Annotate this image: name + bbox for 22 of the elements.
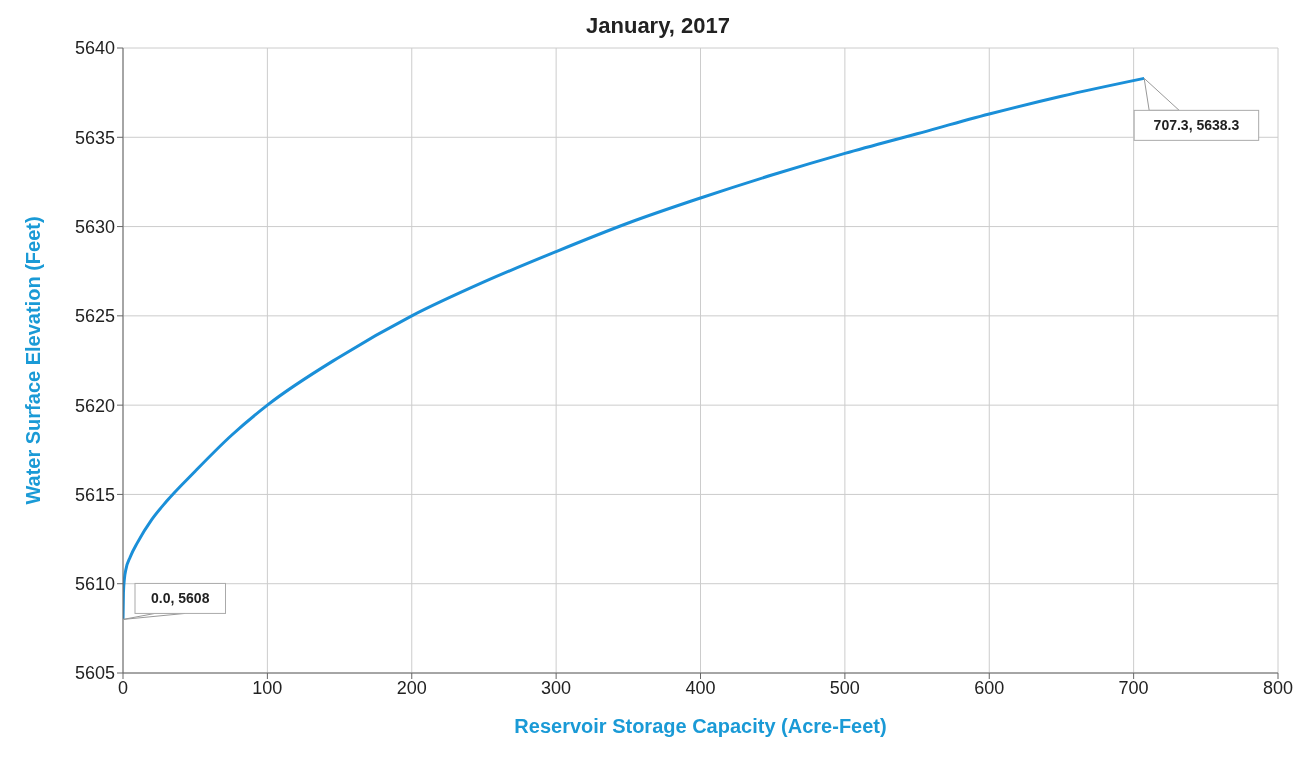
x-tick-label: 500 bbox=[829, 677, 860, 698]
y-tick-label: 5610 bbox=[74, 574, 115, 595]
x-tick-label: 600 bbox=[974, 677, 1005, 698]
x-tick-label: 200 bbox=[396, 677, 427, 698]
x-tick-label: 700 bbox=[1118, 677, 1149, 698]
y-tick-label: 5605 bbox=[74, 663, 115, 684]
y-tick-label: 5635 bbox=[74, 127, 115, 148]
annotation: 0.0, 5608 bbox=[151, 590, 210, 607]
x-tick-label: 0 bbox=[117, 677, 129, 698]
x-tick-label: 100 bbox=[252, 677, 283, 698]
y-tick-label: 5640 bbox=[74, 38, 115, 59]
chart-title: January, 2017 bbox=[586, 13, 730, 38]
y-tick-label: 5625 bbox=[74, 306, 115, 327]
x-axis-title: Reservoir Storage Capacity (Acre-Feet) bbox=[514, 715, 887, 737]
x-tick-label: 800 bbox=[1262, 677, 1294, 698]
annotation: 707.3, 5638.3 bbox=[1153, 117, 1240, 134]
x-tick-label: 300 bbox=[541, 677, 572, 698]
y-tick-label: 5615 bbox=[74, 484, 115, 505]
y-axis-title: Water Surface Elevation (Feet) bbox=[22, 216, 45, 505]
x-tick-label: 400 bbox=[685, 677, 716, 698]
y-tick-label: 5630 bbox=[74, 216, 115, 237]
y-tick-label: 5620 bbox=[74, 395, 115, 416]
